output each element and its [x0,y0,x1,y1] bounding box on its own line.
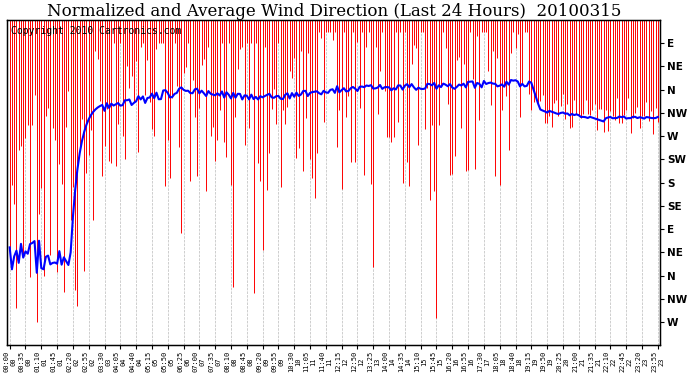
Text: Copyright 2010 Cartronics.com: Copyright 2010 Cartronics.com [10,27,181,36]
Title: Normalized and Average Wind Direction (Last 24 Hours)  20100315: Normalized and Average Wind Direction (L… [46,3,621,20]
